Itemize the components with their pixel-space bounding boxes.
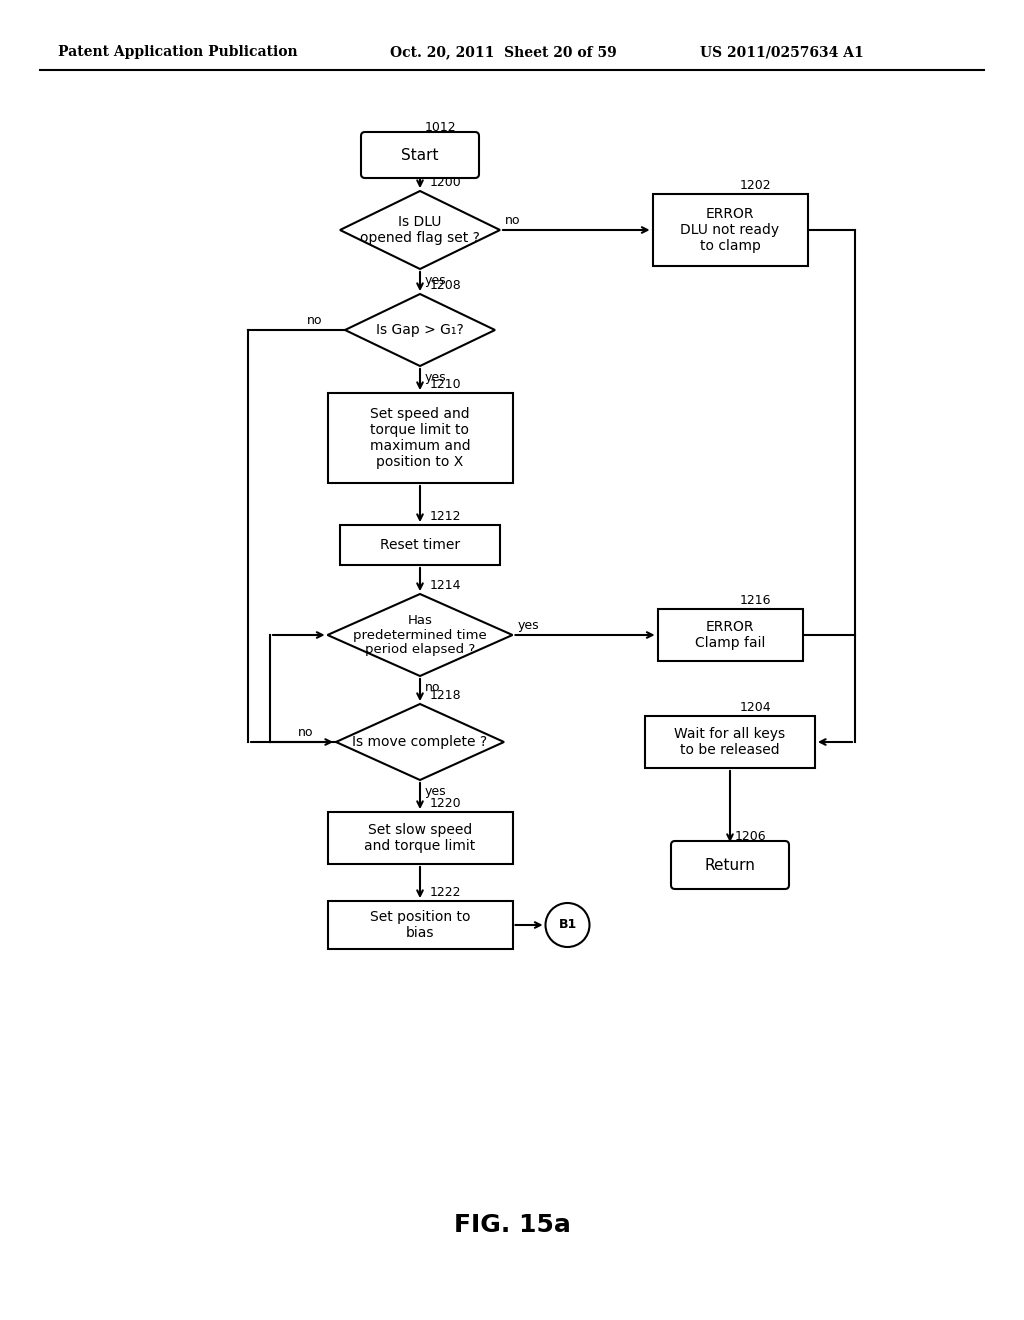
Text: Has
predetermined time
period elapsed ?: Has predetermined time period elapsed ?: [353, 614, 486, 656]
Text: Set slow speed
and torque limit: Set slow speed and torque limit: [365, 822, 475, 853]
Text: no: no: [505, 214, 520, 227]
Text: Patent Application Publication: Patent Application Publication: [58, 45, 298, 59]
Text: 1218: 1218: [430, 689, 462, 702]
Text: 1204: 1204: [740, 701, 772, 714]
Bar: [328, 812, 512, 865]
Text: FIG. 15a: FIG. 15a: [454, 1213, 570, 1237]
Text: 1210: 1210: [430, 378, 462, 391]
Bar: [652, 194, 808, 267]
Text: 1208: 1208: [430, 279, 462, 292]
Text: Reset timer: Reset timer: [380, 539, 460, 552]
Text: no: no: [425, 681, 440, 694]
Text: B1: B1: [558, 919, 577, 932]
Text: 1202: 1202: [740, 180, 772, 191]
Bar: [645, 715, 815, 768]
Text: 1012: 1012: [425, 121, 457, 135]
Text: Set position to
bias: Set position to bias: [370, 909, 470, 940]
Text: 1220: 1220: [430, 797, 462, 810]
Text: 1212: 1212: [430, 510, 462, 523]
Text: 1216: 1216: [740, 594, 771, 607]
Text: Is move complete ?: Is move complete ?: [352, 735, 487, 748]
Polygon shape: [345, 294, 495, 366]
Text: 1222: 1222: [430, 886, 462, 899]
Polygon shape: [328, 594, 512, 676]
FancyBboxPatch shape: [361, 132, 479, 178]
Text: no: no: [298, 726, 313, 739]
Text: no: no: [307, 314, 323, 327]
Text: 1200: 1200: [430, 176, 462, 189]
Text: yes: yes: [517, 619, 539, 632]
Bar: [657, 609, 803, 661]
Text: Is DLU
opened flag set ?: Is DLU opened flag set ?: [360, 215, 480, 246]
Text: 1214: 1214: [430, 579, 462, 591]
Text: yes: yes: [425, 275, 446, 286]
Circle shape: [546, 903, 590, 946]
Text: Wait for all keys
to be released: Wait for all keys to be released: [675, 727, 785, 758]
Text: Start: Start: [401, 148, 438, 162]
Polygon shape: [340, 191, 500, 269]
Text: US 2011/0257634 A1: US 2011/0257634 A1: [700, 45, 864, 59]
Text: 1206: 1206: [735, 830, 767, 843]
Text: Is Gap > G₁?: Is Gap > G₁?: [376, 323, 464, 337]
Polygon shape: [336, 704, 504, 780]
Bar: [340, 525, 500, 565]
Bar: [328, 902, 512, 949]
Bar: [328, 393, 512, 483]
Text: yes: yes: [425, 371, 446, 384]
Text: ERROR
DLU not ready
to clamp: ERROR DLU not ready to clamp: [680, 207, 779, 253]
Text: yes: yes: [425, 785, 446, 799]
Text: Return: Return: [705, 858, 756, 873]
Text: ERROR
Clamp fail: ERROR Clamp fail: [695, 620, 765, 651]
Text: Oct. 20, 2011  Sheet 20 of 59: Oct. 20, 2011 Sheet 20 of 59: [390, 45, 616, 59]
FancyBboxPatch shape: [671, 841, 790, 888]
Text: Set speed and
torque limit to
maximum and
position to X: Set speed and torque limit to maximum an…: [370, 407, 470, 470]
